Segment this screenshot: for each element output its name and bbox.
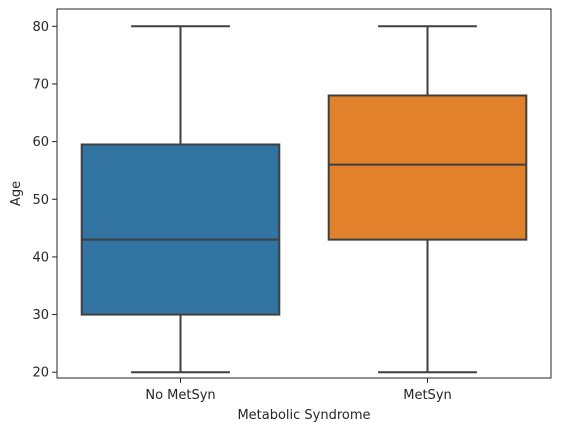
y-tick-label: 20 (32, 366, 49, 381)
y-axis-label: Age (9, 181, 24, 206)
box-group (80, 25, 281, 374)
plot-marks (80, 25, 528, 374)
iqr-box (80, 143, 281, 316)
y-axis: 20 30 40 50 60 70 80 (32, 20, 57, 381)
iqr-box (327, 94, 528, 241)
y-tick-label: 70 (32, 77, 49, 92)
y-tick-label: 30 (32, 308, 49, 323)
x-tick-label: MetSyn (403, 388, 452, 403)
x-axis-label: Metabolic Syndrome (237, 408, 370, 423)
y-tick-label: 60 (32, 135, 49, 150)
plot-frame (56, 8, 552, 379)
x-tick-label: No MetSyn (145, 388, 215, 403)
box-group (327, 25, 528, 374)
x-axis: No MetSyn MetSyn (145, 378, 452, 403)
y-tick-label: 40 (32, 250, 49, 265)
y-tick-label: 80 (32, 20, 49, 35)
y-tick-label: 50 (32, 193, 49, 208)
